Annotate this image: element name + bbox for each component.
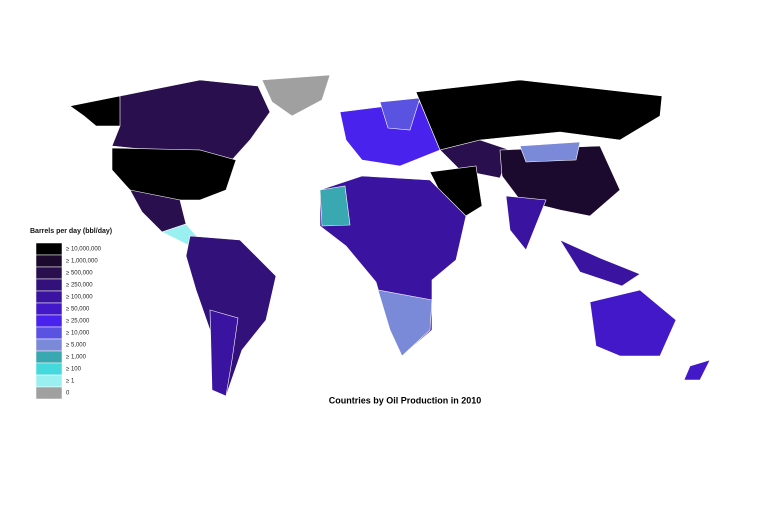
legend-label: ≥ 100 bbox=[66, 367, 82, 373]
legend-swatch bbox=[35, 338, 63, 352]
southern-africa bbox=[377, 289, 433, 357]
legend-label: ≥ 1 bbox=[66, 379, 75, 385]
greenland bbox=[261, 74, 331, 117]
russia bbox=[415, 79, 663, 151]
legend-label: ≥ 5,000 bbox=[66, 343, 87, 349]
map-title: Countries by Oil Production in 2010 bbox=[329, 395, 482, 405]
legend-label: ≥ 250,000 bbox=[66, 283, 93, 289]
legend-swatch bbox=[35, 374, 63, 388]
legend-label: ≥ 10,000,000 bbox=[66, 247, 102, 253]
southeast-asia bbox=[559, 239, 641, 287]
legend-swatch bbox=[35, 278, 63, 292]
india bbox=[505, 195, 547, 251]
legend-swatch bbox=[35, 290, 63, 304]
legend-swatch bbox=[35, 314, 63, 328]
legend-label: ≥ 500,000 bbox=[66, 271, 93, 277]
legend-swatch bbox=[35, 350, 63, 364]
legend-label: ≥ 50,000 bbox=[66, 307, 90, 313]
legend-label: ≥ 1,000 bbox=[66, 355, 87, 361]
legend-swatch bbox=[35, 362, 63, 376]
legend-swatch bbox=[35, 266, 63, 280]
legend-label: ≥ 100,000 bbox=[66, 295, 93, 301]
alaska bbox=[69, 95, 123, 127]
argentina bbox=[209, 309, 239, 397]
legend-swatch bbox=[35, 326, 63, 340]
legend-swatch bbox=[35, 386, 63, 400]
world-map bbox=[69, 74, 711, 397]
australia bbox=[589, 289, 677, 357]
west-africa bbox=[319, 185, 351, 227]
canada bbox=[111, 79, 271, 161]
legend-swatch bbox=[35, 242, 63, 256]
legend-label: ≥ 1,000,000 bbox=[66, 259, 98, 265]
legend-label: 0 bbox=[66, 391, 70, 397]
scandinavia bbox=[379, 97, 421, 131]
legend: ≥ 10,000,000 ≥ 1,000,000 ≥ 500,000 ≥ 250,00… bbox=[35, 242, 102, 400]
legend-label: ≥ 25,000 bbox=[66, 319, 90, 325]
usa bbox=[111, 147, 237, 201]
legend-title: Barrels per day (bbl/day) bbox=[30, 228, 112, 235]
legend-swatch bbox=[35, 302, 63, 316]
legend-label: ≥ 10,000 bbox=[66, 331, 90, 337]
mongolia bbox=[519, 141, 581, 163]
legend-swatch bbox=[35, 254, 63, 268]
new-zealand bbox=[683, 359, 711, 381]
